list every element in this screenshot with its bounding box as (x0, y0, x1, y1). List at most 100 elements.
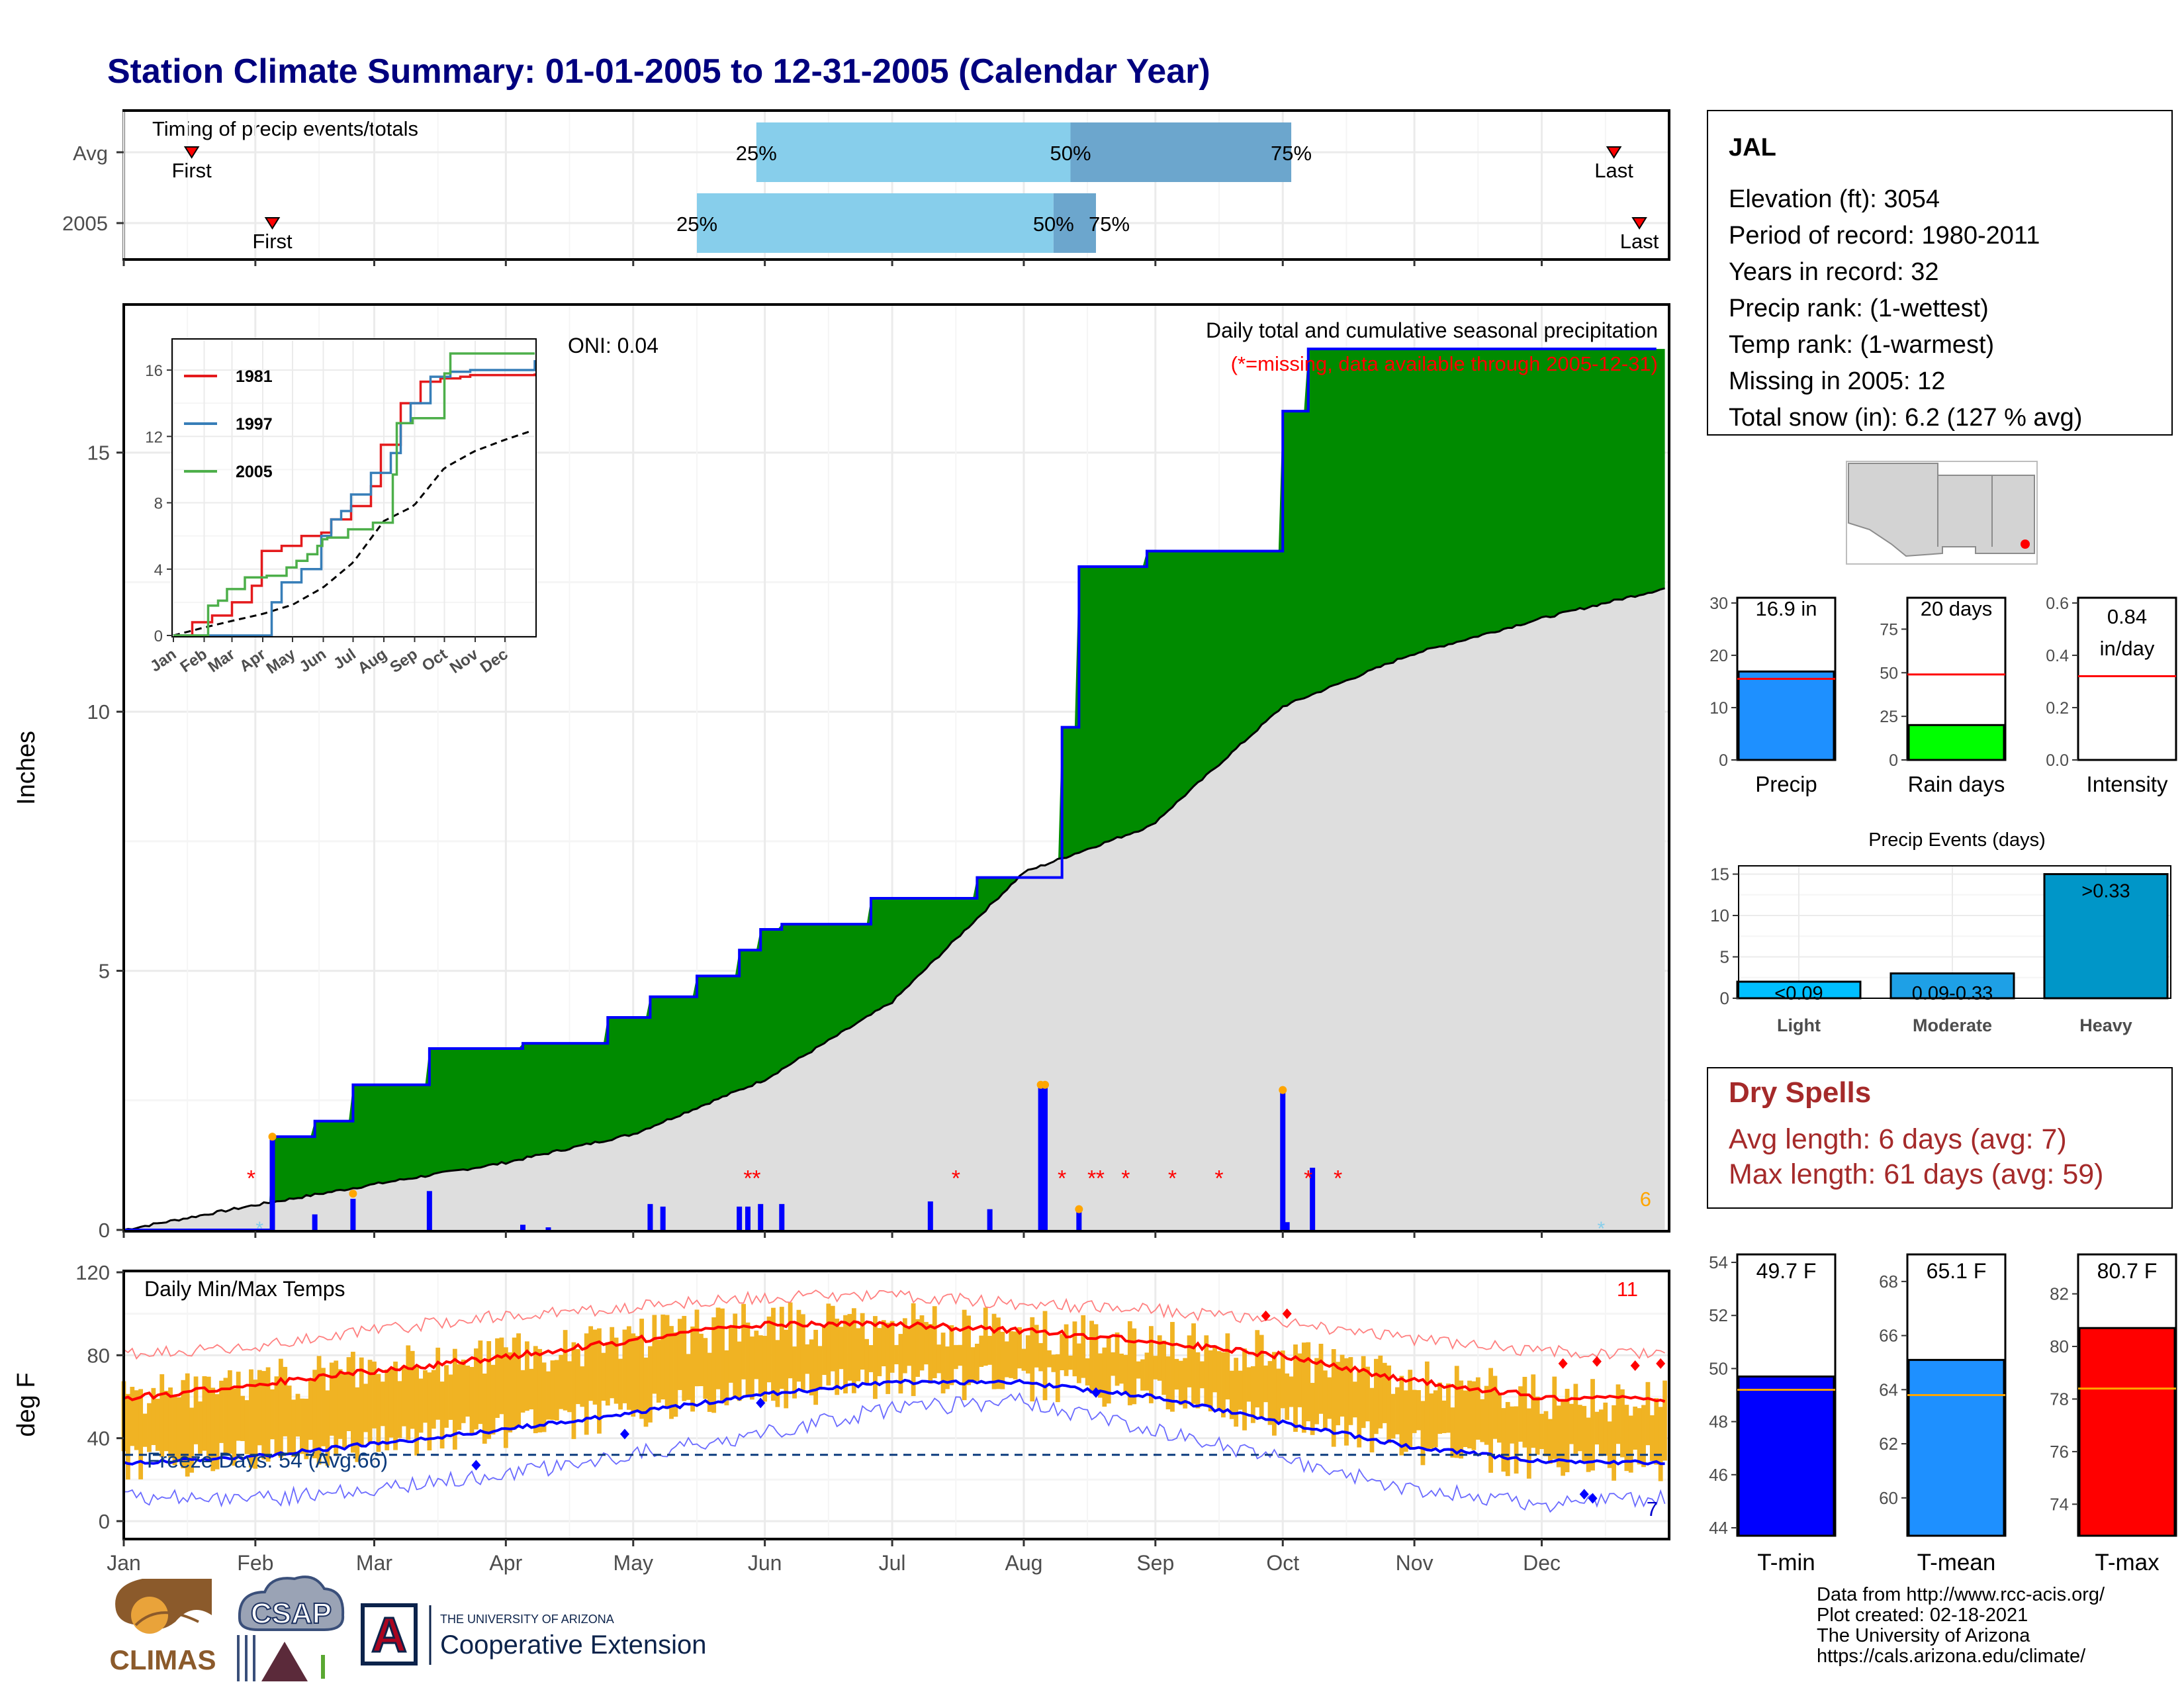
daily-temp-bar (1535, 1396, 1540, 1455)
daily-temp-bar (1212, 1345, 1218, 1393)
daily-temp-bar (1030, 1317, 1035, 1402)
missing-marker: * (1214, 1166, 1223, 1192)
daily-temp-bar (257, 1370, 262, 1446)
daily-temp-bar (940, 1333, 946, 1393)
daily-temp-bar (1475, 1377, 1480, 1440)
daily-temp-bar (1106, 1336, 1111, 1404)
daily-precip-bar (426, 1191, 432, 1230)
daily-temp-bar (1403, 1390, 1408, 1452)
daily-temp-bar (223, 1378, 228, 1455)
daily-temp-bar (1276, 1368, 1281, 1422)
timing-last-label: Last (1620, 230, 1659, 253)
stat-bar-tick-label: 10 (1709, 699, 1728, 718)
daily-temp-bar (1522, 1376, 1527, 1448)
daily-temp-bar (881, 1320, 886, 1366)
stat-bar-fill (1737, 670, 1835, 761)
temp-bar-tick-label: 78 (2050, 1389, 2069, 1409)
inset-series-line-2005 (173, 352, 535, 637)
daily-temp-bar (1510, 1406, 1515, 1444)
daily-temp-bar (860, 1313, 865, 1370)
daily-temp-bar (172, 1394, 177, 1466)
missing-marker: * (743, 1166, 752, 1192)
daily-temp-bar (1331, 1349, 1336, 1447)
timing-q50-label: 50% (1050, 142, 1091, 165)
daily-temp-bar (418, 1378, 424, 1433)
daily-temp-bar (1624, 1405, 1629, 1472)
daily-temp-bar (648, 1346, 653, 1423)
temp-bar-tick-label: 82 (2050, 1284, 2069, 1304)
daily-temp-bar (758, 1335, 763, 1397)
daily-temp-bar (902, 1318, 907, 1374)
precip-plot: * ** * * * * * * * * * * * (123, 348, 1665, 1240)
inset-avg-line (173, 430, 531, 637)
station-elevation: Elevation (ft): 3054 (1729, 185, 1940, 213)
events-bar-label: <0.09 (1774, 983, 1823, 1004)
daily-temp-bar (894, 1344, 899, 1364)
dry-spells-box: Dry Spells Avg length: 6 days (avg: 7) M… (1707, 1067, 2173, 1209)
month-tick-label: Jul (879, 1551, 906, 1575)
daily-temp-bar (1229, 1370, 1234, 1419)
credit-line-1: Data from http://www.rcc-acis.org/ (1817, 1584, 2105, 1605)
temp-bar-tick-label: 62 (1879, 1434, 1898, 1454)
events-category-label: Heavy (2079, 1015, 2132, 1035)
daily-temp-bar (316, 1356, 322, 1465)
precip-y-tick-label: 15 (87, 442, 110, 465)
daily-temp-bar (300, 1398, 304, 1454)
daily-temp-bar (461, 1359, 466, 1423)
daily-temp-bar (1314, 1358, 1319, 1425)
daily-temp-bar (949, 1325, 954, 1385)
record-min-line (123, 1392, 1666, 1513)
daily-temp-bar (1662, 1380, 1667, 1461)
daily-temp-bar (690, 1326, 695, 1412)
daily-temp-bar (423, 1370, 428, 1423)
daily-temp-bar (1569, 1403, 1574, 1444)
daily-temp-bar (546, 1371, 551, 1420)
daily-precip-bar (1284, 1222, 1290, 1230)
daily-temp-bar (1586, 1417, 1591, 1472)
credits: Data from http://www.rcc-acis.org/ Plot … (1817, 1584, 2105, 1667)
temp-bar-label: T-mean (1917, 1550, 1996, 1575)
daily-temp-bar (1297, 1353, 1302, 1407)
daily-temp-bar (1607, 1421, 1612, 1468)
avg-max-line (123, 1320, 1666, 1403)
missing-marker: * (1334, 1166, 1342, 1192)
daily-temp-bar (1433, 1390, 1438, 1448)
station-period: Period of record: 1980-2011 (1729, 222, 2040, 250)
temp-label: Daily Min/Max Temps (144, 1277, 345, 1301)
month-tick-label: Nov (1396, 1551, 1433, 1575)
events-frame (1738, 865, 2171, 999)
daily-precip-bar (545, 1227, 551, 1230)
snow-marker (1041, 1080, 1050, 1089)
daily-temp-bar (1225, 1333, 1230, 1400)
daily-temp-bar (1484, 1385, 1489, 1445)
daily-precip-bar (1280, 1090, 1286, 1230)
record-max-marker (1630, 1360, 1640, 1371)
daily-temp-bar (151, 1387, 156, 1445)
inset-y-tick-label: 16 (145, 362, 163, 380)
record-min-marker (1588, 1493, 1598, 1504)
temp-y-tick-label: 80 (87, 1344, 110, 1367)
daily-temp-bar (622, 1329, 627, 1403)
daily-temp-bar (1111, 1352, 1116, 1376)
timing-first-marker (183, 146, 200, 159)
daily-temp-bar (1637, 1408, 1642, 1465)
temp-bar-t-min: 54 52 50 48 46 44 49.7 F T-min (1709, 1252, 1837, 1575)
stat-bar-tick-label: 0.4 (2046, 647, 2069, 665)
daily-temp-bar (1378, 1355, 1383, 1429)
dry-spells-frame (1707, 1067, 2173, 1209)
daily-temp-bar (1204, 1335, 1209, 1406)
dry-spells-avg: Avg length: 6 days (avg: 7) (1729, 1123, 2067, 1155)
daily-temp-bar (163, 1390, 169, 1452)
daily-temp-bar (1144, 1352, 1150, 1391)
daily-temp-bar (584, 1333, 589, 1435)
daily-temp-bar (643, 1357, 649, 1427)
daily-temp-bar (1658, 1407, 1663, 1481)
daily-precip-bar (987, 1209, 993, 1230)
year-cumulative-line (124, 348, 1657, 1231)
daily-precip-bar (647, 1203, 653, 1230)
inset-series-line-1997 (173, 360, 536, 637)
temp-bar-label: T-max (2095, 1550, 2160, 1575)
station-snow: Total snow (in): 6.2 (127 % avg) (1729, 404, 2082, 432)
daily-temp-bar (1081, 1315, 1086, 1378)
daily-temp-bar (385, 1369, 390, 1450)
